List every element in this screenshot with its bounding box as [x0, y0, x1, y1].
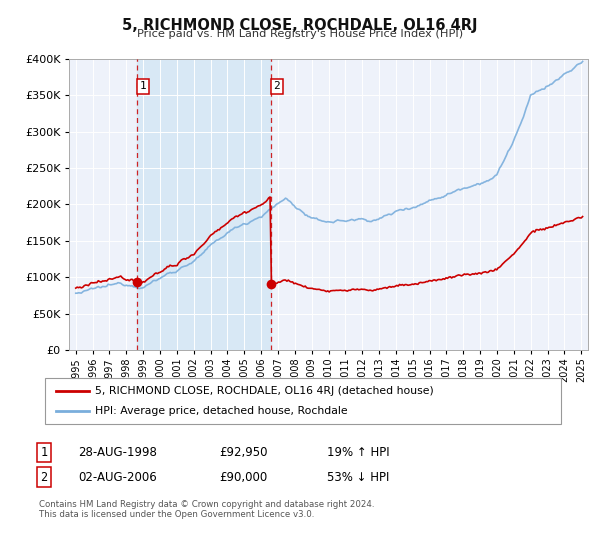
Text: 02-AUG-2006: 02-AUG-2006 [78, 470, 157, 484]
Text: HPI: Average price, detached house, Rochdale: HPI: Average price, detached house, Roch… [95, 406, 347, 416]
Text: 19% ↑ HPI: 19% ↑ HPI [327, 446, 389, 459]
Text: 5, RICHMOND CLOSE, ROCHDALE, OL16 4RJ: 5, RICHMOND CLOSE, ROCHDALE, OL16 4RJ [122, 18, 478, 33]
Text: 2: 2 [40, 470, 47, 484]
Text: 1: 1 [40, 446, 47, 459]
Text: 1: 1 [140, 81, 146, 91]
Text: 2: 2 [274, 81, 280, 91]
Text: Price paid vs. HM Land Registry's House Price Index (HPI): Price paid vs. HM Land Registry's House … [137, 29, 463, 39]
Bar [137, 59, 271, 350]
Text: Contains HM Land Registry data © Crown copyright and database right 2024.: Contains HM Land Registry data © Crown c… [39, 500, 374, 508]
Text: 28-AUG-1998: 28-AUG-1998 [78, 446, 157, 459]
Text: This data is licensed under the Open Government Licence v3.0.: This data is licensed under the Open Gov… [39, 510, 314, 519]
Text: 53% ↓ HPI: 53% ↓ HPI [327, 470, 389, 484]
Text: £92,950: £92,950 [219, 446, 268, 459]
Text: 5, RICHMOND CLOSE, ROCHDALE, OL16 4RJ (detached house): 5, RICHMOND CLOSE, ROCHDALE, OL16 4RJ (d… [95, 386, 434, 396]
Text: £90,000: £90,000 [219, 470, 267, 484]
